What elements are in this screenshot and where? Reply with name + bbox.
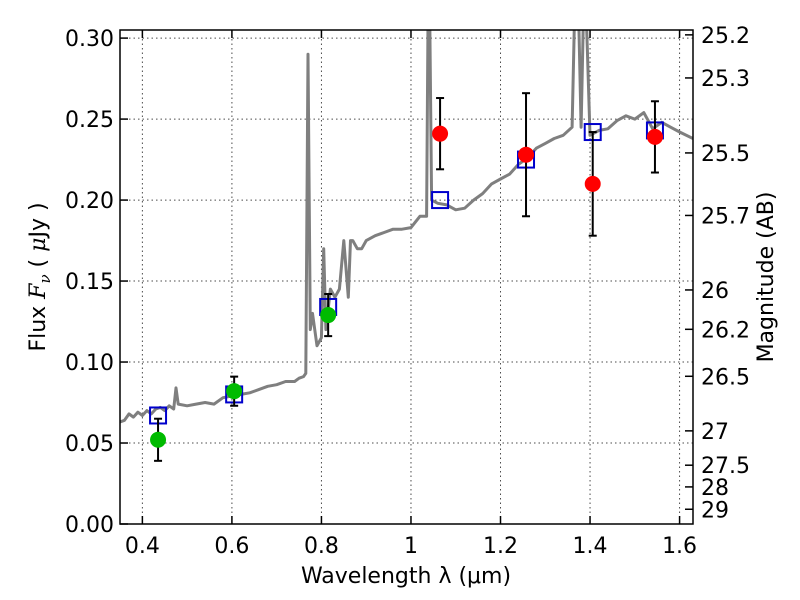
x-tick-label: 0.4 <box>125 534 160 559</box>
x-tick-label: 0.8 <box>304 534 339 559</box>
x-tick-label: 1.4 <box>573 534 608 559</box>
y-axis-label-open: ( <box>26 252 51 275</box>
y2-tick-label: 29 <box>701 498 729 523</box>
observed-point-red <box>518 146 535 163</box>
y2-tick-label: 28 <box>701 476 729 501</box>
y-axis-label-mu: μ <box>26 238 51 252</box>
y2-axis-label: Magnitude (AB) <box>754 192 779 363</box>
plot-frame <box>119 29 694 525</box>
observed-point-red <box>584 175 601 192</box>
y-axis-label-pre: Flux <box>26 299 51 352</box>
x-tick-label: 1.6 <box>662 534 697 559</box>
y-tick-label: 0.25 <box>65 108 114 133</box>
model-photometry-square <box>431 191 450 210</box>
y2-tick-label: 25.3 <box>701 67 750 92</box>
model-photometry-points <box>149 121 664 425</box>
y2-tick-label: 25.2 <box>701 24 750 49</box>
y2-tick-label: 27.5 <box>701 454 750 479</box>
error-bars <box>154 92 659 462</box>
x-tick-label: 1 <box>404 534 418 559</box>
observed-point-red <box>432 125 449 142</box>
model-spectrum-line <box>120 30 693 424</box>
x-tick-label: 1.2 <box>483 534 518 559</box>
observed-points <box>150 125 663 448</box>
y-axis-label-unit: Jy ) <box>26 202 51 239</box>
y-tick-label: 0.15 <box>65 270 114 295</box>
y2-tick-label: 26 <box>701 279 729 304</box>
y2-tick-label: 25.7 <box>701 204 750 229</box>
y-axis-label: Flux Fν ( μJy ) <box>26 202 54 351</box>
y2-tick-label: 26.2 <box>701 318 750 343</box>
y-axis-label-symbol: F <box>26 283 51 300</box>
y2-tick-label: 26.5 <box>701 365 750 390</box>
x-axis-label: Wavelength λ (μm) <box>301 564 511 589</box>
y-tick-label: 0.05 <box>65 432 114 457</box>
axis-ticks <box>120 30 693 525</box>
observed-point-green <box>320 307 337 324</box>
y-tick-label: 0.00 <box>65 513 114 538</box>
y-axis-label-subscript: ν <box>36 274 54 283</box>
y2-tick-label: 25.5 <box>701 142 750 167</box>
observed-point-red <box>646 128 663 145</box>
grid <box>120 30 693 525</box>
model-spectrum <box>120 30 693 424</box>
tick-labels: 0.4 0.6 0.8 1 1.2 1.4 1.6 0.00 0.05 0.10 0.15 0.20 0… <box>65 24 750 559</box>
observed-point-green <box>226 383 243 400</box>
x-tick-label: 0.6 <box>214 534 249 559</box>
observed-point-green <box>150 431 167 448</box>
y-tick-label: 0.30 <box>65 27 114 52</box>
y-tick-label: 0.10 <box>65 351 114 376</box>
y-tick-label: 0.20 <box>65 189 114 214</box>
y2-tick-label: 27 <box>701 420 729 445</box>
